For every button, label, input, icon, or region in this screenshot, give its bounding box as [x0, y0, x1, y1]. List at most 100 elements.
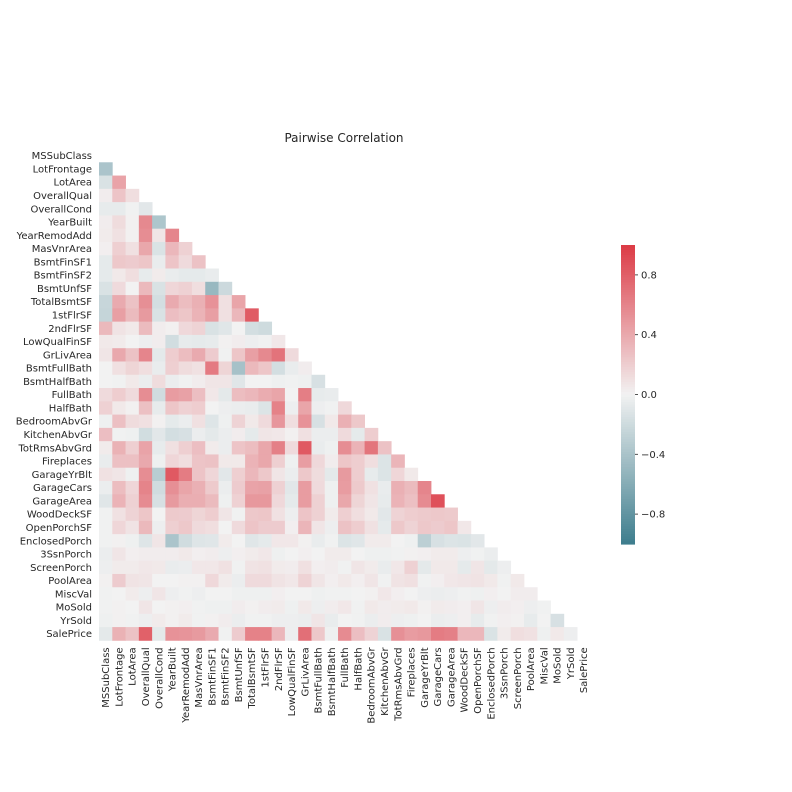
heatmap-cell-Fireplaces-HalfBath — [351, 454, 365, 469]
heatmap-cell-GarageCars-BsmtHalfBath — [324, 481, 339, 495]
heatmap-cell-KitchenAbvGr-BsmtUnfSF — [231, 427, 246, 442]
heatmap-cell-MiscVal-GrLivArea — [298, 587, 312, 601]
heatmap-cell-BsmtFullBath-2ndFlrSF — [271, 361, 286, 376]
colorbar-segment — [621, 534, 635, 538]
heatmap-cell-YearBuilt-MSSubClass — [99, 215, 113, 230]
y-axis-tick-labels: MSSubClass LotFrontage LotArea OverallQual O… — [16, 151, 93, 640]
heatmap-cell-MiscVal-BsmtFinSF2 — [218, 587, 233, 601]
heatmap-cell-SalePrice-YrSold — [563, 627, 578, 641]
y-tick-label: YrSold — [59, 616, 92, 627]
heatmap-cell-3SsnPorch-BsmtFullBath — [311, 547, 326, 562]
heatmap-cell-YrSold-BsmtFinSF2 — [218, 613, 233, 628]
y-tick-label: 3SsnPorch — [40, 550, 92, 561]
heatmap-cell-MiscVal-1stFlrSF — [258, 587, 273, 601]
heatmap-cell-3SsnPorch-GrLivArea — [298, 547, 312, 562]
heatmap-cell-BsmtFinSF1-YearRemodAdd — [178, 255, 193, 269]
heatmap-cell-GarageCars-OverallCond — [152, 481, 166, 495]
heatmap-cell-SalePrice-OpenPorchSF — [470, 627, 485, 641]
heatmap-cell-KitchenAbvGr-YearRemodAdd — [178, 427, 193, 442]
heatmap-cell-BedroomAbvGr-TotalBsmtSF — [245, 414, 259, 429]
y-tick-label: MiscVal — [55, 589, 92, 600]
y-tick-label: LotArea — [54, 178, 92, 189]
heatmap-cell-GarageCars-YearRemodAdd — [178, 481, 193, 495]
heatmap-cell-YrSold-ScreenPorch — [510, 613, 525, 628]
heatmap-cell-MoSold-FullBath — [338, 600, 352, 615]
colorbar-segment — [621, 486, 635, 490]
heatmap-cell-MiscVal-BsmtUnfSF — [231, 587, 246, 601]
y-tick-label: BedroomAbvGr — [16, 417, 93, 428]
heatmap-cell-OverallCond-OverallQual — [138, 202, 153, 216]
heatmap-cell-HalfBath-BsmtFullBath — [311, 401, 326, 415]
heatmap-cell-SalePrice-YearBuilt — [165, 627, 180, 641]
heatmap-cell-MasVnrArea-MSSubClass — [99, 241, 113, 256]
y-tick-label: EnclosedPorch — [20, 536, 92, 547]
x-tick-label: TotalBsmtSF — [247, 647, 258, 709]
heatmap-cell-GarageArea-BsmtHalfBath — [324, 494, 339, 508]
heatmap-cell-SalePrice-MSSubClass — [99, 627, 113, 641]
heatmap-cell-YrSold-MSSubClass — [99, 613, 113, 628]
heatmap-cell-PoolArea-LowQualFinSF — [284, 573, 299, 588]
heatmap-cell-HalfBath-FullBath — [338, 401, 352, 415]
heatmap-cell-BsmtFinSF2-LotFrontage — [112, 268, 126, 283]
colorbar-segment — [621, 329, 635, 333]
heatmap-cell-GarageArea-BedroomAbvGr — [364, 494, 379, 508]
heatmap-cell-3SsnPorch-KitchenAbvGr — [377, 547, 392, 562]
colorbar-segment — [621, 431, 635, 435]
x-tick-label: BsmtFullBath — [314, 647, 325, 713]
heatmap-cell-ScreenPorch-WoodDeckSF — [457, 560, 472, 575]
heatmap-cell-EnclosedPorch-GarageArea — [444, 534, 458, 548]
heatmap-cell-ScreenPorch-LowQualFinSF — [284, 560, 299, 575]
colorbar-segment — [621, 319, 635, 323]
heatmap-cell-TotRmsAbvGrd-BedroomAbvGr — [364, 441, 379, 455]
y-tick-label: BsmtHalfBath — [23, 377, 92, 388]
heatmap-cell-BedroomAbvGr-LowQualFinSF — [284, 414, 299, 429]
heatmap-cell-ScreenPorch-OpenPorchSF — [470, 560, 485, 575]
x-tick-label: HalfBath — [353, 647, 364, 690]
x-tick-label: GarageCars — [433, 647, 444, 706]
heatmap-cell-BsmtHalfBath-YearRemodAdd — [178, 374, 193, 389]
y-tick-label: LotFrontage — [33, 164, 92, 175]
heatmap-cell-1stFlrSF-BsmtFinSF1 — [205, 308, 219, 323]
heatmap-cell-OverallQual-MSSubClass — [99, 188, 113, 203]
heatmap-cell-ScreenPorch-TotRmsAbvGrd — [391, 560, 405, 575]
heatmap-cell-YrSold-TotalBsmtSF — [245, 613, 259, 628]
heatmap-cell-YrSold-LotArea — [125, 613, 140, 628]
heatmap-cell-KitchenAbvGr-MasVnrArea — [191, 427, 206, 442]
heatmap-cell-1stFlrSF-TotalBsmtSF — [245, 308, 259, 323]
heatmap-cell-BsmtFullBath-MSSubClass — [99, 361, 113, 376]
heatmap-cell-BedroomAbvGr-MSSubClass — [99, 414, 113, 429]
heatmap-cell-OpenPorchSF-BedroomAbvGr — [364, 520, 379, 535]
heatmap-cell-MiscVal-3SsnPorch — [497, 587, 512, 601]
heatmap-cell-BsmtFullBath-YearBuilt — [165, 361, 180, 376]
heatmap-cell-KitchenAbvGr-YearBuilt — [165, 427, 180, 442]
heatmap-cell-OpenPorchSF-OverallQual — [138, 520, 153, 535]
heatmap-cell-MiscVal-KitchenAbvGr — [377, 587, 392, 601]
heatmap-cell-ScreenPorch-EnclosedPorch — [484, 560, 498, 575]
heatmap-cell-BsmtFullBath-GrLivArea — [298, 361, 312, 376]
heatmap-cell-EnclosedPorch-BsmtUnfSF — [231, 534, 246, 548]
heatmap-cell-LowQualFinSF-LotFrontage — [112, 334, 126, 349]
x-tick-label: EnclosedPorch — [486, 647, 497, 719]
heatmap-cell-BsmtUnfSF-BsmtFinSF1 — [205, 281, 219, 296]
y-tick-label: HalfBath — [49, 403, 92, 414]
colorbar-segment — [621, 501, 635, 505]
heatmap-cell-Fireplaces-KitchenAbvGr — [377, 454, 392, 469]
x-tick-label: OpenPorchSF — [473, 647, 484, 714]
heatmap-cell-BedroomAbvGr-HalfBath — [351, 414, 365, 429]
heatmap-cell-Fireplaces-2ndFlrSF — [271, 454, 286, 469]
heatmap-cell-GarageYrBlt-FullBath — [338, 467, 352, 482]
heatmap-cell-WoodDeckSF-LotFrontage — [112, 507, 126, 522]
heatmap-cell-MoSold-ScreenPorch — [510, 600, 525, 615]
heatmap-cell-TotalBsmtSF-OverallQual — [138, 295, 153, 309]
y-tick-label: KitchenAbvGr — [23, 430, 92, 441]
heatmap-cell-3SsnPorch-MSSubClass — [99, 547, 113, 562]
heatmap-cell-BedroomAbvGr-OverallCond — [152, 414, 166, 429]
colorbar-segment — [621, 541, 635, 545]
heatmap-cell-OpenPorchSF-2ndFlrSF — [271, 520, 286, 535]
heatmap-cell-BsmtHalfBath-OverallCond — [152, 374, 166, 389]
x-tick-label: 2ndFlrSF — [274, 647, 285, 691]
heatmap-cell-TotRmsAbvGrd-KitchenAbvGr — [377, 441, 392, 455]
heatmap-cell-YrSold-OverallCond — [152, 613, 166, 628]
heatmap-cell-KitchenAbvGr-GrLivArea — [298, 427, 312, 442]
heatmap-cell-EnclosedPorch-GarageYrBlt — [417, 534, 432, 548]
